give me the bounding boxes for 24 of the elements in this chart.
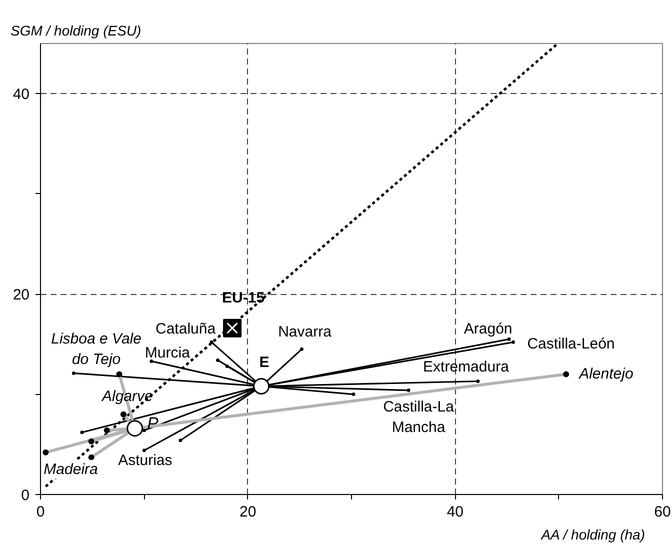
series-label: Algarve: [101, 388, 153, 405]
series-label: Murcia: [144, 344, 191, 362]
x-tick-label: 0: [36, 504, 45, 520]
y-tick-label: 0: [21, 487, 30, 504]
series-label: Lisboa e Vale do Tejo: [51, 330, 142, 368]
series-label: Castilla-La Mancha: [383, 398, 455, 436]
series-label: EU-15: [222, 290, 265, 307]
series-label: Castilla-León: [527, 336, 615, 353]
x-tick-label: 20: [239, 504, 256, 520]
series-label: E: [259, 354, 270, 371]
series-label: P: [147, 414, 160, 433]
series-label: Alentejo: [578, 366, 634, 383]
x-axis-title: AA / holding (ha): [540, 526, 645, 542]
y-tick-label: 40: [12, 86, 30, 104]
series-label: Extremadura: [423, 358, 510, 376]
x-tick-label: 40: [446, 504, 464, 520]
series-label: Madeira: [44, 460, 98, 478]
y-tick-label: 20: [12, 286, 30, 304]
series-label: Cataluña: [156, 320, 216, 338]
series-label: Asturias: [118, 452, 172, 469]
x-tick-label: 60: [654, 504, 671, 520]
series-label: Navarra: [278, 324, 332, 341]
series-label: Aragón: [464, 320, 512, 338]
y-axis-title: SGM / holding (ESU): [10, 22, 142, 38]
